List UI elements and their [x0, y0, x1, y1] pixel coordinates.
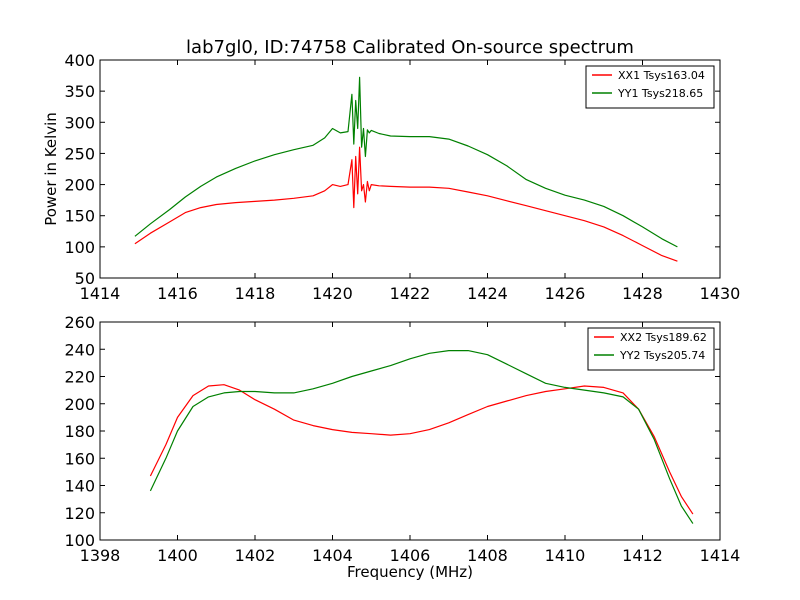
y-tick-label: 250 — [64, 144, 95, 163]
y-tick-label: 220 — [64, 368, 95, 387]
chart-title: lab7gl0, ID:74758 Calibrated On-source s… — [186, 37, 634, 58]
y-tick-label: 180 — [64, 422, 95, 441]
legend-label: XX2 Tsys189.62 — [620, 331, 707, 344]
x-tick-label: 1406 — [390, 546, 431, 565]
legend-box — [585, 65, 715, 109]
x-tick-label: 1416 — [157, 284, 198, 303]
series-line-2-2 — [149, 350, 694, 524]
x-tick-label: 1430 — [700, 284, 741, 303]
x-tick-label: 1414 — [80, 284, 121, 303]
x-tick-label: 1418 — [235, 284, 276, 303]
y-tick-label: 140 — [64, 477, 95, 496]
x-tick-label: 1422 — [390, 284, 431, 303]
x-tick-label: 1404 — [312, 546, 353, 565]
y-tick-label: 400 — [64, 51, 95, 70]
series-line-2-1 — [149, 384, 694, 515]
legend: XX1 Tsys163.04 YY1 Tsys218.65 — [585, 65, 715, 109]
x-tick-label: 1402 — [235, 546, 276, 565]
x-tick-label: 1408 — [467, 546, 508, 565]
x-tick-label: 1426 — [545, 284, 586, 303]
series-line-1-1 — [134, 146, 678, 262]
y-tick-label: 350 — [64, 82, 95, 101]
legend-label: XX1 Tsys163.04 — [618, 69, 705, 82]
x-tick-label: 1398 — [80, 546, 121, 565]
legend-label: YY2 Tsys205.74 — [619, 349, 705, 362]
legend-box — [587, 327, 715, 371]
x-tick-label: 1420 — [312, 284, 353, 303]
x-tick-label: 1428 — [622, 284, 663, 303]
x-tick-label: 1412 — [622, 546, 663, 565]
y-tick-label: 150 — [64, 207, 95, 226]
bottom-plot: 1398 1400 1402 1404 1406 1408 1410 1412 1414 100 1… — [64, 313, 740, 581]
x-tick-label: 1400 — [157, 546, 198, 565]
y-axis-label: Power in Kelvin — [42, 112, 60, 226]
x-tick-label: 1424 — [467, 284, 508, 303]
legend: XX2 Tsys189.62 YY2 Tsys205.74 — [587, 327, 715, 371]
y-tick-label: 200 — [64, 176, 95, 195]
y-tick-label: 160 — [64, 449, 95, 468]
series-line-1-2 — [134, 76, 678, 248]
top-plot: 1414 1416 1418 1420 1422 1424 1426 1428 1430 50 10… — [42, 51, 740, 303]
y-tick-label: 120 — [64, 504, 95, 523]
y-tick-label: 200 — [64, 395, 95, 414]
x-tick-label: 1414 — [700, 546, 741, 565]
y-tick-label: 50 — [75, 269, 95, 288]
y-tick-label: 260 — [64, 313, 95, 332]
y-tick-label: 100 — [64, 238, 95, 257]
y-tick-label: 100 — [64, 531, 95, 550]
x-axis-label: Frequency (MHz) — [347, 563, 473, 581]
y-tick-label: 300 — [64, 113, 95, 132]
y-tick-label: 240 — [64, 340, 95, 359]
legend-label: YY1 Tsys218.65 — [617, 87, 703, 100]
x-tick-label: 1410 — [545, 546, 586, 565]
